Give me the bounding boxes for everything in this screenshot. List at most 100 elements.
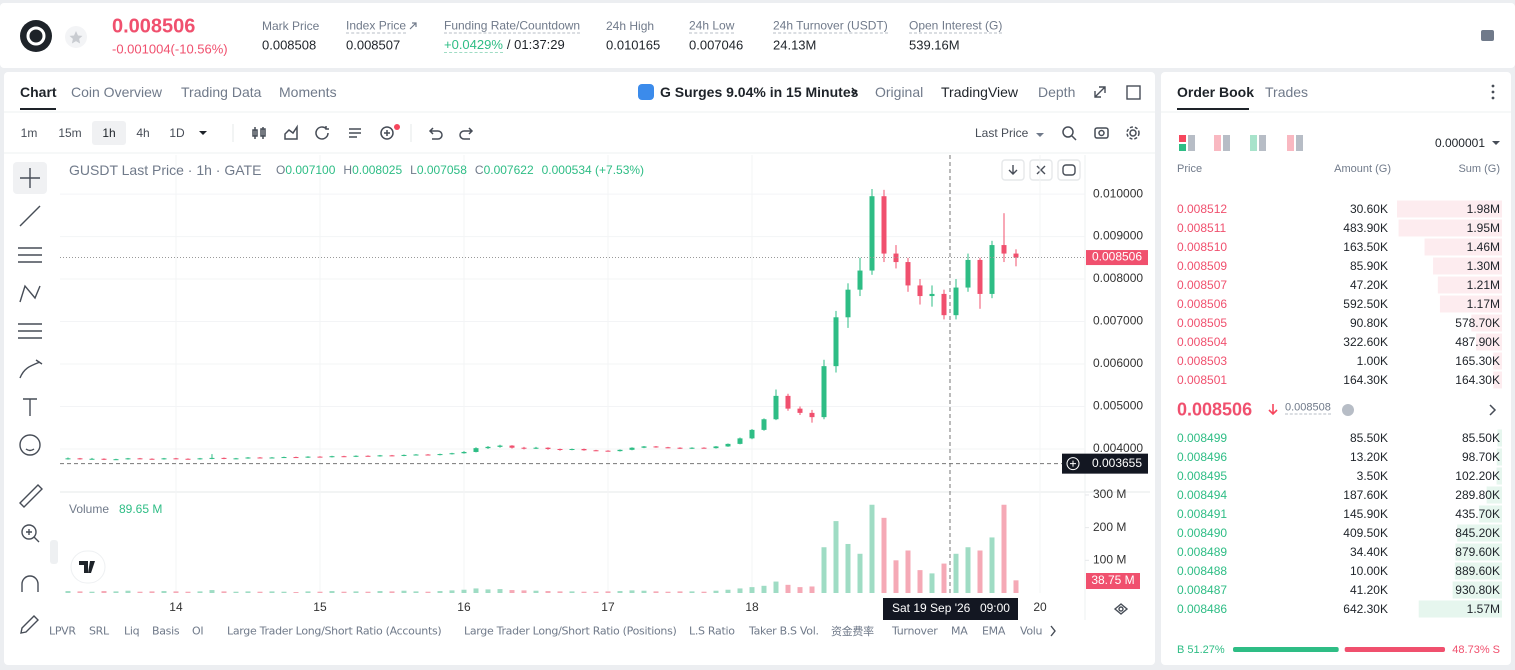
book-price[interactable]: 0.008496 — [1177, 450, 1228, 464]
dropdown-arrow[interactable] — [199, 131, 207, 135]
menu-icon[interactable] — [1481, 30, 1494, 41]
depth-bar — [1398, 219, 1502, 237]
book-price[interactable]: 0.008495 — [1177, 469, 1228, 483]
indicator-tab[interactable]: L.S Ratio — [689, 624, 735, 638]
volume-tick-label: 100 M — [1093, 552, 1126, 566]
book-price[interactable]: 0.008488 — [1177, 564, 1228, 578]
dropdown-arrow[interactable] — [1492, 141, 1500, 145]
book-price[interactable]: 0.008504 — [1177, 335, 1228, 349]
book-sum: 1.17M — [1466, 297, 1500, 311]
book-price[interactable]: 0.008499 — [1177, 431, 1228, 445]
book-tab[interactable]: Order Book — [1177, 84, 1255, 100]
book-price[interactable]: 0.008503 — [1177, 354, 1228, 368]
indicator-tab[interactable]: Liq — [124, 624, 140, 638]
book-layout-icons[interactable] — [1179, 135, 1303, 151]
price-type[interactable]: Last Price — [975, 126, 1029, 140]
volume-bar — [773, 581, 779, 593]
book-price[interactable]: 0.008486 — [1177, 602, 1228, 616]
last-volume-tag-text: 38.75 M — [1091, 573, 1134, 587]
book-price[interactable]: 0.008505 — [1177, 316, 1228, 330]
volume-bar — [161, 591, 167, 593]
candle-body — [905, 262, 911, 286]
notice-dot — [394, 124, 400, 130]
indicator-tab[interactable]: Large Trader Long/Short Ratio (Positions… — [464, 624, 677, 638]
candle-body — [977, 259, 983, 294]
ohlc-label: C — [474, 163, 484, 177]
indicator-tab[interactable]: Basis — [152, 624, 180, 638]
view-tab[interactable]: Depth — [1038, 84, 1076, 100]
add-icon-plus — [1070, 460, 1076, 467]
ohlc-label: H — [343, 163, 353, 177]
chevron[interactable] — [851, 87, 858, 97]
favorite-star[interactable] — [69, 31, 83, 44]
interval[interactable]: 1m — [20, 126, 38, 140]
book-price[interactable]: 0.008509 — [1177, 259, 1228, 273]
volume-bar — [965, 547, 971, 593]
volume-bar — [557, 591, 563, 593]
volume-bar — [533, 590, 539, 593]
stat-label: 24h Low — [689, 18, 735, 34]
volume-bar — [1013, 580, 1019, 593]
ohlc-item: O0.007100 — [276, 163, 335, 177]
interval[interactable]: 4h — [136, 126, 150, 140]
chart-buttons[interactable] — [1001, 159, 1129, 637]
depth-bar — [1452, 581, 1502, 599]
indicator-tab[interactable]: EMA — [982, 624, 1006, 638]
candle-body — [137, 458, 143, 460]
book-price[interactable]: 0.008506 — [1177, 297, 1228, 311]
interval[interactable]: 15m — [58, 126, 82, 140]
book-price[interactable]: 0.008489 — [1177, 545, 1228, 559]
candle-body — [269, 457, 275, 459]
volume-bar — [605, 591, 611, 593]
book-price[interactable]: 0.008511 — [1177, 221, 1227, 235]
indicator-tab[interactable]: SRL — [89, 624, 109, 638]
toolbar-toggle[interactable] — [50, 540, 58, 564]
book-price[interactable]: 0.008507 — [1177, 278, 1228, 292]
chart-tab[interactable]: Chart — [20, 84, 57, 100]
candle-body — [149, 458, 155, 460]
book-price[interactable]: 0.008510 — [1177, 240, 1228, 254]
menu-dots[interactable] — [1491, 84, 1495, 100]
candle-body — [281, 457, 287, 459]
ohlc-item: L0.007058 — [410, 163, 467, 177]
indicator-tab[interactable]: Turnover — [892, 624, 938, 638]
chevron[interactable] — [1489, 404, 1497, 416]
indicator-tab[interactable]: LPVR — [49, 624, 76, 638]
coin-logo-ring — [26, 26, 46, 46]
last-price: 0.008506 — [112, 15, 196, 38]
news-headline[interactable]: G Surges 9.04% in 15 Minutes — [660, 84, 859, 100]
drawing-tools[interactable] — [18, 168, 43, 634]
chart-tab[interactable]: Coin Overview — [71, 84, 163, 100]
volume-bar — [113, 591, 119, 593]
volume-bar — [401, 590, 407, 593]
book-price[interactable]: 0.008491 — [1177, 507, 1228, 521]
view-tab[interactable]: TradingView — [941, 84, 1019, 100]
candle-body — [989, 245, 995, 294]
dropdown-arrow[interactable] — [1036, 133, 1044, 137]
indicator-tab[interactable]: MA — [951, 624, 968, 638]
indicator-tab[interactable]: Taker B.S Vol. — [749, 624, 819, 638]
last-price-tag — [1086, 250, 1148, 266]
indicator-tab[interactable]: 资金费率 — [831, 625, 874, 638]
book-price[interactable]: 0.008487 — [1177, 583, 1228, 597]
expand-icon[interactable] — [1094, 86, 1106, 98]
interval[interactable]: 1D — [169, 126, 185, 140]
book-price[interactable]: 0.008501 — [1177, 373, 1228, 387]
book-price[interactable]: 0.008512 — [1177, 202, 1228, 216]
indicator-tab[interactable]: Volu — [1020, 624, 1043, 638]
chart-tab[interactable]: Trading Data — [181, 84, 262, 100]
stat-value: 0.008508 — [262, 37, 317, 53]
volume-bar — [197, 591, 203, 593]
view-tab[interactable]: Original — [875, 84, 924, 100]
indicator-tab[interactable]: OI — [192, 624, 204, 638]
toolbar-icons[interactable] — [252, 124, 1140, 141]
indicator-tab[interactable]: Large Trader Long/Short Ratio (Accounts) — [227, 624, 442, 638]
precision[interactable]: 0.000001 — [1434, 136, 1485, 150]
book-price[interactable]: 0.008494 — [1177, 488, 1228, 502]
book-price[interactable]: 0.008490 — [1177, 526, 1228, 540]
chart-tab[interactable]: Moments — [279, 84, 337, 100]
window-icon[interactable] — [1126, 85, 1141, 100]
interval[interactable]: 1h — [102, 126, 116, 140]
book-tab[interactable]: Trades — [1265, 84, 1309, 100]
candle-body — [641, 446, 647, 448]
